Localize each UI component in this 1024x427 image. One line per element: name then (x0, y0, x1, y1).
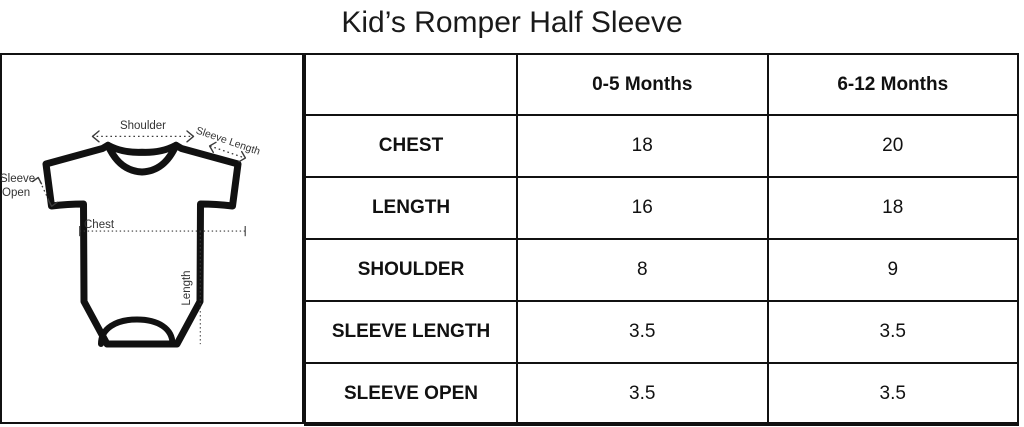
svg-text:Chest: Chest (84, 219, 115, 231)
svg-text:Length: Length (181, 270, 193, 305)
svg-text:Sleeve: Sleeve (0, 173, 35, 185)
svg-text:Open: Open (2, 187, 30, 199)
svg-text:Shoulder: Shoulder (120, 120, 166, 132)
